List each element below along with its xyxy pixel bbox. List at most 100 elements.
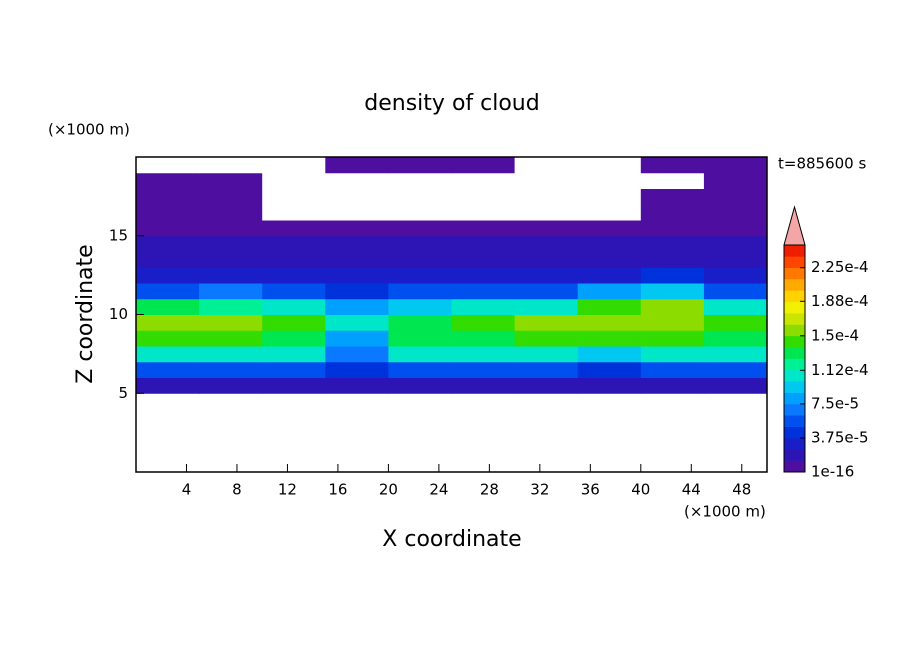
cell [703, 188, 768, 205]
cell [451, 377, 516, 394]
chart-title: density of cloud [364, 91, 539, 116]
cell [199, 393, 263, 410]
cell [577, 235, 642, 252]
cell [199, 188, 263, 205]
cell [388, 298, 452, 315]
cell [136, 251, 200, 268]
cell [640, 220, 705, 237]
cell [199, 251, 263, 268]
cell [325, 235, 389, 252]
colorbar-band [784, 415, 805, 427]
cell [136, 456, 200, 473]
cell [262, 314, 326, 331]
x-tick-label: 44 [682, 481, 701, 499]
cell [199, 267, 263, 284]
cell [262, 393, 326, 410]
cell [199, 346, 263, 363]
cell [577, 204, 642, 221]
colorbar-band [784, 313, 805, 325]
cell [325, 251, 389, 268]
cell [262, 188, 326, 205]
cell [703, 314, 768, 331]
cell [325, 361, 389, 378]
cell [640, 377, 705, 394]
y-tick-label: 15 [109, 226, 128, 244]
cell [577, 251, 642, 268]
cell [262, 220, 326, 237]
x-tick-label: 40 [631, 481, 650, 499]
cell [325, 314, 389, 331]
cell [640, 283, 705, 300]
cell [514, 424, 579, 441]
y-unit: (×1000 m) [48, 121, 130, 139]
cell [325, 456, 389, 473]
cell [703, 456, 768, 473]
cell [136, 409, 200, 426]
cell [703, 204, 768, 221]
cell [451, 235, 516, 252]
cell [199, 204, 263, 221]
cell [640, 172, 705, 189]
y-axis-label: Z coordinate [73, 244, 98, 383]
cell [262, 409, 326, 426]
cell [514, 235, 579, 252]
cell [451, 440, 516, 457]
cell [262, 251, 326, 268]
colorbar-band [784, 403, 805, 416]
cell [514, 346, 579, 363]
colorbar-band [784, 369, 805, 382]
cell [577, 456, 642, 473]
colorbar-band [784, 267, 805, 280]
cell [199, 220, 263, 237]
cell [325, 283, 389, 300]
cell [640, 298, 705, 315]
cell [640, 424, 705, 441]
cell [262, 440, 326, 457]
colorbar-band [784, 392, 805, 405]
cell [451, 346, 516, 363]
cell [640, 456, 705, 473]
cell [703, 440, 768, 457]
cell [262, 204, 326, 221]
cell [577, 346, 642, 363]
colorbar-over [783, 205, 806, 246]
cell [514, 157, 579, 174]
cell [199, 157, 263, 174]
cell [136, 220, 200, 237]
cell [451, 314, 516, 331]
cell [325, 330, 389, 347]
cell [136, 267, 200, 284]
cell [577, 377, 642, 394]
cell [388, 361, 452, 378]
colorbar-band [784, 301, 805, 314]
colorbar-band [784, 335, 805, 348]
cell [640, 314, 705, 331]
cell [262, 456, 326, 473]
cell [703, 251, 768, 268]
colorbar-band [784, 460, 805, 473]
cell [703, 361, 768, 378]
cell [199, 298, 263, 315]
cell [199, 424, 263, 441]
cell [388, 204, 452, 221]
cell [199, 409, 263, 426]
x-tick-label: 28 [480, 481, 499, 499]
cell [388, 409, 452, 426]
cell [262, 267, 326, 284]
cell [136, 157, 200, 174]
cell [451, 361, 516, 378]
cell [388, 377, 452, 394]
cell [577, 283, 642, 300]
cell [388, 251, 452, 268]
cell [514, 377, 579, 394]
cell [451, 220, 516, 237]
cell [640, 330, 705, 347]
cell [136, 377, 200, 394]
cell [136, 440, 200, 457]
colorbar-tick-label: 7.5e-5 [811, 394, 859, 412]
cell [640, 361, 705, 378]
colorbar-band [784, 245, 805, 257]
cell [577, 314, 642, 331]
colorbar-tick-label: 1.5e-4 [811, 326, 859, 344]
